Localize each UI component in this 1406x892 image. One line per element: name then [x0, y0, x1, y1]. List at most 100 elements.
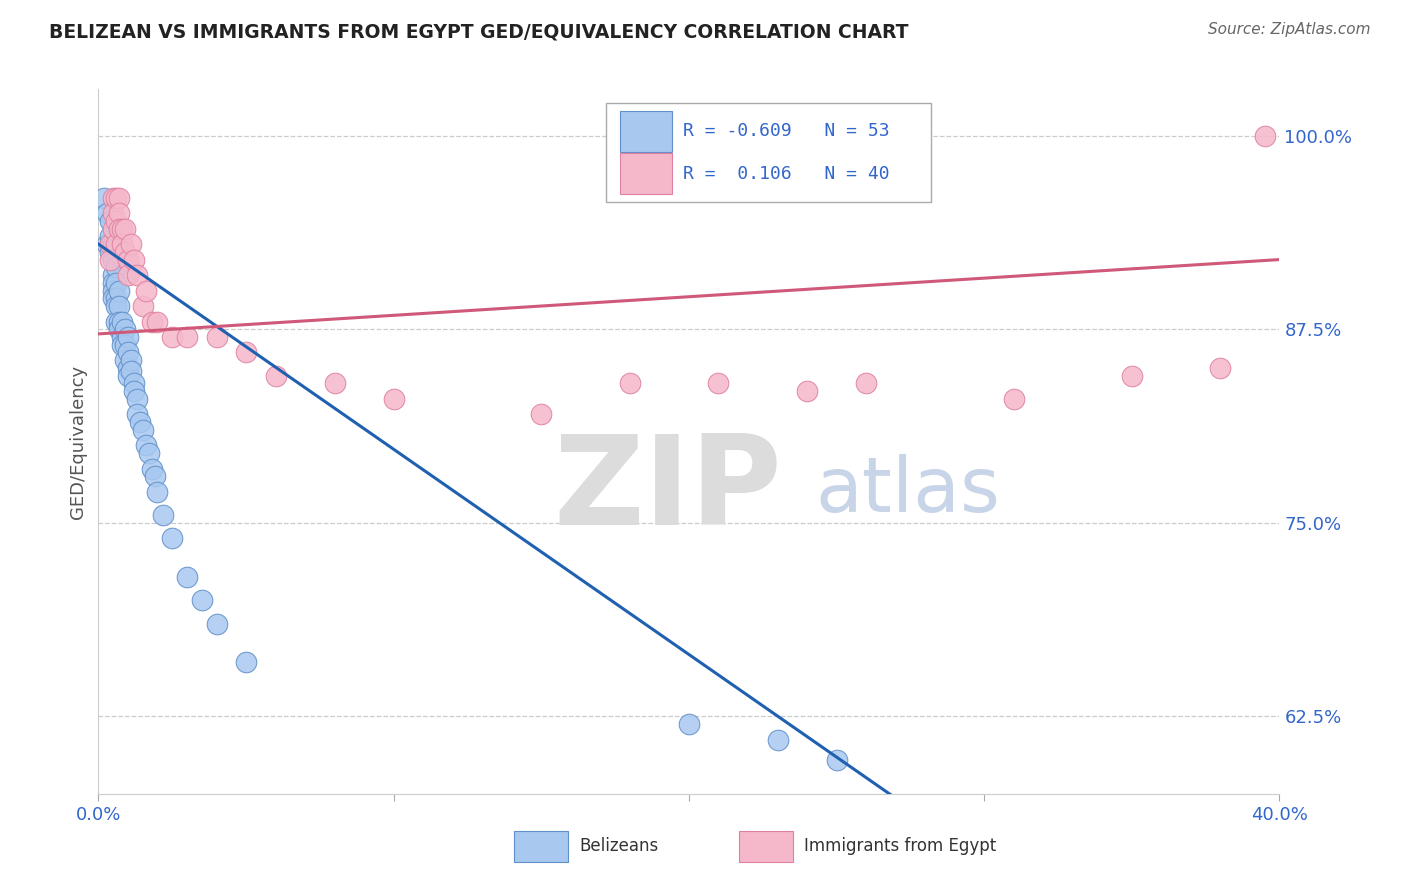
Point	[103, 268, 125, 282]
Text: R =  0.106   N = 40: R = 0.106 N = 40	[683, 166, 890, 184]
Point	[103, 284, 125, 298]
Point	[117, 345, 139, 359]
Point	[120, 237, 142, 252]
Point	[105, 299, 128, 313]
Text: Source: ZipAtlas.com: Source: ZipAtlas.com	[1208, 22, 1371, 37]
Point	[530, 408, 553, 422]
Point	[707, 376, 730, 391]
Point	[235, 655, 257, 669]
Point	[105, 314, 128, 328]
Point	[205, 330, 228, 344]
Point	[205, 616, 228, 631]
Point	[108, 206, 131, 220]
Point	[108, 284, 131, 298]
Point	[114, 244, 136, 259]
Point	[162, 330, 183, 344]
Point	[105, 214, 128, 228]
Text: R = -0.609   N = 53: R = -0.609 N = 53	[683, 122, 890, 140]
Point	[103, 221, 125, 235]
Point	[108, 314, 131, 328]
Point	[323, 376, 346, 391]
Point	[122, 376, 145, 391]
Point	[111, 221, 134, 235]
Point	[766, 732, 789, 747]
Point	[117, 252, 139, 267]
Point	[105, 260, 128, 275]
Point	[191, 593, 214, 607]
Text: atlas: atlas	[815, 454, 1000, 528]
Point	[103, 191, 125, 205]
Text: BELIZEAN VS IMMIGRANTS FROM EGYPT GED/EQUIVALENCY CORRELATION CHART: BELIZEAN VS IMMIGRANTS FROM EGYPT GED/EQ…	[49, 22, 908, 41]
Point	[235, 345, 257, 359]
FancyBboxPatch shape	[606, 103, 931, 202]
Point	[117, 330, 139, 344]
Point	[108, 299, 131, 313]
FancyBboxPatch shape	[620, 112, 672, 153]
Point	[141, 461, 163, 475]
Point	[122, 384, 145, 399]
Point	[619, 376, 641, 391]
Point	[796, 384, 818, 399]
Point	[135, 284, 157, 298]
Point	[114, 353, 136, 368]
Point	[98, 252, 121, 267]
Point	[176, 330, 198, 344]
Point	[128, 415, 150, 429]
Point	[105, 291, 128, 305]
Point	[146, 314, 169, 328]
Point	[114, 337, 136, 351]
Point	[96, 237, 118, 252]
Point	[125, 268, 148, 282]
Point	[105, 237, 128, 252]
Point	[120, 364, 142, 378]
Point	[1209, 361, 1232, 376]
Point	[141, 314, 163, 328]
Point	[98, 244, 121, 259]
Point	[98, 237, 121, 252]
Point	[111, 330, 134, 344]
Point	[98, 214, 121, 228]
Point	[132, 299, 155, 313]
Point	[146, 484, 169, 499]
Point	[138, 446, 160, 460]
Point	[103, 291, 125, 305]
Point	[105, 276, 128, 290]
Point	[264, 368, 287, 383]
Point	[120, 353, 142, 368]
Point	[103, 237, 125, 252]
Point	[103, 252, 125, 267]
Point	[1254, 128, 1277, 143]
Point	[855, 376, 877, 391]
FancyBboxPatch shape	[620, 153, 672, 194]
Point	[103, 206, 125, 220]
Point	[108, 221, 131, 235]
Point	[1121, 368, 1143, 383]
Point	[152, 508, 174, 522]
Point	[122, 252, 145, 267]
Point	[111, 237, 134, 252]
Point	[111, 314, 134, 328]
Point	[114, 322, 136, 336]
FancyBboxPatch shape	[738, 830, 793, 862]
Text: ZIP: ZIP	[553, 430, 782, 551]
Point	[117, 361, 139, 376]
Point	[176, 570, 198, 584]
Point	[117, 268, 139, 282]
Point	[162, 532, 183, 546]
Point	[103, 276, 125, 290]
Point	[105, 191, 128, 205]
Text: Belizeans: Belizeans	[579, 837, 658, 855]
Point	[382, 392, 405, 406]
Point	[98, 229, 121, 244]
Point	[114, 221, 136, 235]
Point	[108, 191, 131, 205]
Point	[96, 206, 118, 220]
Point	[93, 191, 115, 205]
Point	[125, 392, 148, 406]
Point	[143, 469, 166, 483]
Point	[678, 717, 700, 731]
Point	[108, 322, 131, 336]
Point	[135, 438, 157, 452]
Y-axis label: GED/Equivalency: GED/Equivalency	[69, 365, 87, 518]
Point	[825, 753, 848, 767]
